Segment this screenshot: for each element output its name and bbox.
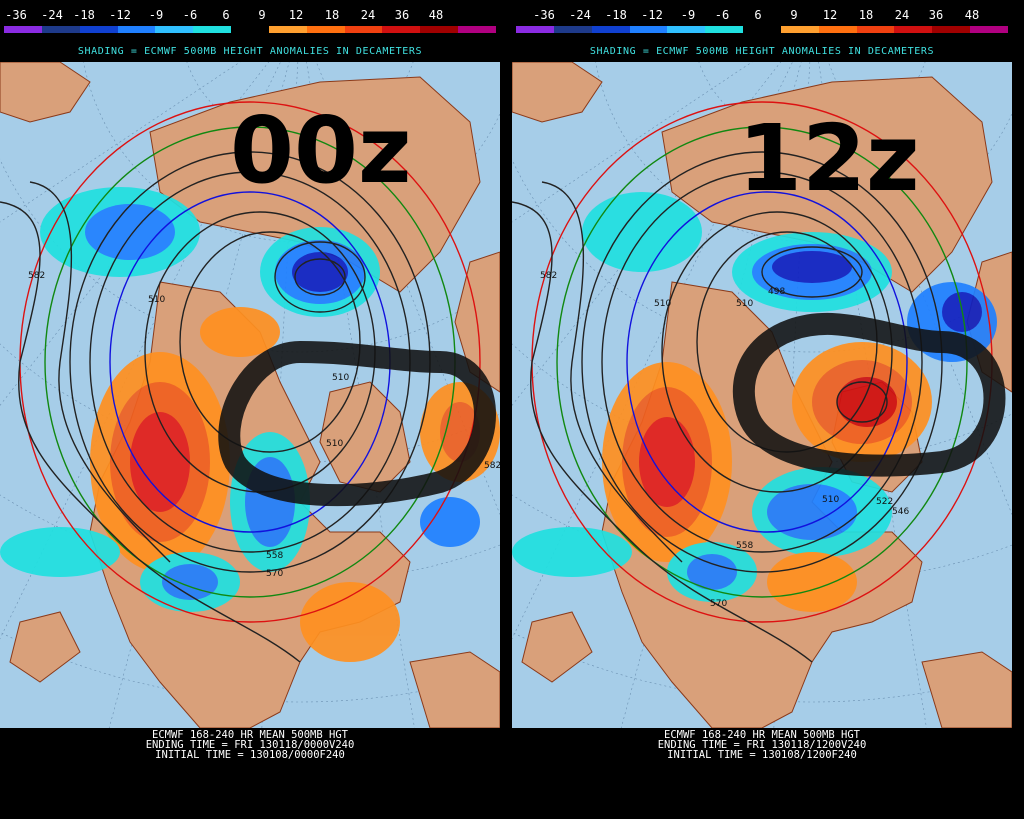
colorbar-segment [268,26,307,33]
colorbar-segment [629,26,668,33]
colorbar-label: 12 [288,8,304,22]
contour-label: 582 [484,461,500,471]
colorbar-label: -24 [41,8,63,22]
colorbar [4,26,496,33]
colorbar-segment [344,26,383,33]
contour-label: 510 [148,295,165,305]
colorbar-label: -36 [5,8,27,22]
contour-label: 510 [736,299,753,309]
contour-label: 498 [768,287,785,297]
contour-label: 582 [28,271,45,281]
colorbar-segment [79,26,118,33]
colorbar-label: 18 [324,8,340,22]
map-footer: ECMWF 168-240 HR MEAN 500MB HGT ENDING T… [0,729,500,761]
colorbar-segment [516,26,554,33]
footer-line: INITIAL TIME = 130108/1200F240 [667,749,857,761]
colorbar-segment [591,26,630,33]
colorbar-label: -12 [641,8,663,22]
highlight-loop [732,312,1006,477]
contour-label: 522 [876,497,893,507]
contour-label: 570 [266,569,283,579]
contour-label: 546 [892,507,909,517]
colorbar-segment [780,26,819,33]
colorbar-label: -12 [109,8,131,22]
map-svg: 582 510 510 510 558 570 582 00z [0,62,500,728]
colorbar-label: -9 [148,8,164,22]
colorbar-segment [117,26,156,33]
footer-line: ECMWF 168-240 HR MEAN 500MB HGT [664,729,860,741]
contour-label: 510 [332,373,349,383]
contour-label: 570 [710,599,727,609]
colorbar-label: 36 [928,8,944,22]
colorbar-label: 9 [258,8,266,22]
contour-label: 510 [654,299,671,309]
colorbar-segment [382,26,421,33]
colorbar-segment [553,26,592,33]
run-label: 00z [230,97,412,204]
colorbar-label: -36 [533,8,555,22]
colorbar-segment [231,26,269,33]
colorbar-segment [856,26,895,33]
contour-label: 582 [540,271,557,281]
contour-label: 558 [736,541,753,551]
colorbar-segment [155,26,194,33]
colorbar [516,26,1008,33]
panel-00z: -36 -24 -18 -12 -9 -6 6 9 12 18 24 36 48… [0,0,500,819]
colorbar-segment [667,26,706,33]
map-00z: 582 510 510 510 558 570 582 00z [0,62,500,728]
colorbar-label: 48 [964,8,980,22]
colorbar-segment [458,26,496,33]
shading-title: SHADING = ECMWF 500MB HEIGHT ANOMALIES I… [77,46,423,57]
colorbar-segment [970,26,1008,33]
colorbar-segment [743,26,781,33]
colorbar-label: -6 [714,8,730,22]
colorbar-label: -24 [569,8,591,22]
colorbar-segment [818,26,857,33]
colorbar-segment [705,26,744,33]
colorbar-label: 6 [754,8,762,22]
colorbar-labels: -36 -24 -18 -12 -9 -6 6 9 12 18 24 36 48 [512,8,1012,22]
colorbar-segment [4,26,42,33]
colorbar-label: 9 [790,8,798,22]
map-svg: 582 510 510 498 510 558 570 546 522 12z [512,62,1012,728]
contour-label: 510 [822,495,839,505]
colorbar-segment [41,26,80,33]
colorbar-segment [193,26,232,33]
colorbar-label: -9 [680,8,696,22]
colorbar-labels: -36 -24 -18 -12 -9 -6 6 9 12 18 24 36 48 [0,8,500,22]
footer-line: ENDING TIME = FRI 130118/0000V240 [145,739,355,751]
map-12z: 582 510 510 498 510 558 570 546 522 12z [512,62,1012,728]
run-label: 12z [738,105,920,212]
colorbar-label: 48 [428,8,444,22]
colorbar-label: 6 [222,8,230,22]
colorbar-label: -18 [605,8,627,22]
colorbar-segment [306,26,345,33]
colorbar-label: 24 [894,8,910,22]
shading-title: SHADING = ECMWF 500MB HEIGHT ANOMALIES I… [589,46,935,57]
colorbar-label: 12 [822,8,838,22]
contour-label: 558 [266,551,283,561]
footer-line: INITIAL TIME = 130108/0000F240 [155,749,345,761]
colorbar-segment [932,26,971,33]
colorbar-label: 24 [360,8,376,22]
contour-label: 510 [326,439,343,449]
anomaly-shading [512,192,997,612]
colorbar-label: -6 [182,8,198,22]
map-footer: ECMWF 168-240 HR MEAN 500MB HGT ENDING T… [512,729,1012,761]
footer-line: ECMWF 168-240 HR MEAN 500MB HGT [152,729,348,741]
colorbar-label: -18 [73,8,95,22]
colorbar-segment [420,26,459,33]
colorbar-segment [894,26,933,33]
colorbar-label: 36 [394,8,410,22]
highlight-loop [218,340,496,507]
panel-12z: -36 -24 -18 -12 -9 -6 6 9 12 18 24 36 48… [512,0,1012,819]
footer-line: ENDING TIME = FRI 130118/1200V240 [657,739,867,751]
colorbar-label: 18 [858,8,874,22]
